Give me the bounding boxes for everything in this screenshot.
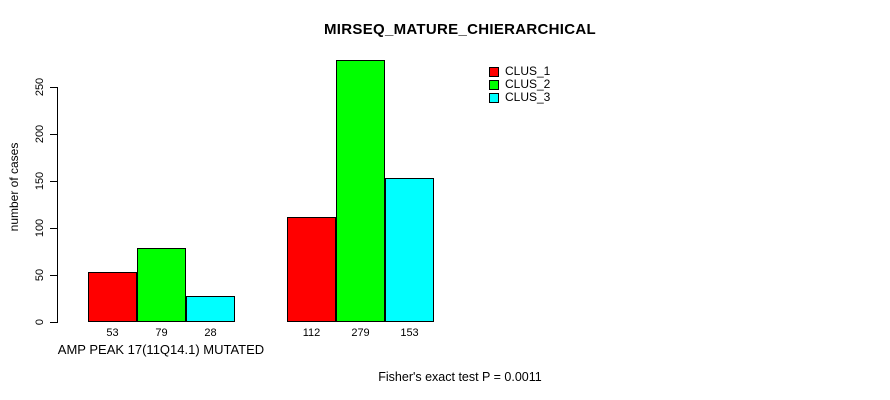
y-axis-tick-label: 0 (34, 318, 46, 326)
bar-clus_2-group2 (336, 60, 385, 322)
legend-item-clus1: CLUS_1 (489, 65, 550, 78)
bar-value-label: 153 (400, 327, 419, 339)
y-axis-tick (50, 275, 57, 276)
bar-value-label: 53 (106, 327, 119, 339)
legend-label-clus3: CLUS_3 (505, 90, 551, 104)
legend-item-clus2: CLUS_2 (489, 78, 550, 91)
y-axis-title: number of cases (7, 142, 21, 232)
x-axis-group-label: AMP PEAK 17(11Q14.1) MUTATED (57, 342, 265, 357)
y-axis-tick-label: 100 (34, 218, 46, 238)
bar-value-label: 28 (204, 327, 217, 339)
y-axis-tick-label: 150 (34, 171, 46, 191)
y-axis-tick (50, 134, 57, 135)
bar-clus_3-group1 (186, 296, 235, 322)
fisher-test-annotation: Fisher's exact test P = 0.0011 (378, 370, 542, 384)
legend: CLUS_1 CLUS_2 CLUS_3 (489, 65, 550, 104)
legend-swatch-clus2 (489, 79, 499, 90)
legend-swatch-clus1 (489, 66, 499, 77)
chart-title: MIRSEQ_MATURE_CHIERARCHICAL (324, 21, 596, 38)
bar-value-label: 279 (351, 327, 370, 339)
bar-clus_1-group2 (287, 217, 336, 322)
y-axis-tick (50, 228, 57, 229)
legend-label-clus1: CLUS_1 (505, 64, 551, 78)
legend-swatch-clus3 (489, 92, 499, 103)
bar-clus_1-group1 (88, 272, 137, 322)
y-axis-tick-label: 250 (34, 77, 46, 97)
y-axis-tick (50, 322, 57, 323)
y-axis-line (57, 87, 58, 323)
legend-item-clus3: CLUS_3 (489, 91, 550, 104)
bar-value-label: 79 (155, 327, 168, 339)
legend-label-clus2: CLUS_2 (505, 77, 551, 91)
bar-value-label: 112 (302, 327, 321, 339)
bar-clus_3-group2 (385, 178, 434, 322)
y-axis-tick-label: 50 (34, 268, 46, 282)
y-axis-tick-label: 200 (34, 124, 46, 144)
y-axis-tick (50, 181, 57, 182)
y-axis-tick (50, 87, 57, 88)
bar-clus_2-group1 (137, 248, 186, 322)
